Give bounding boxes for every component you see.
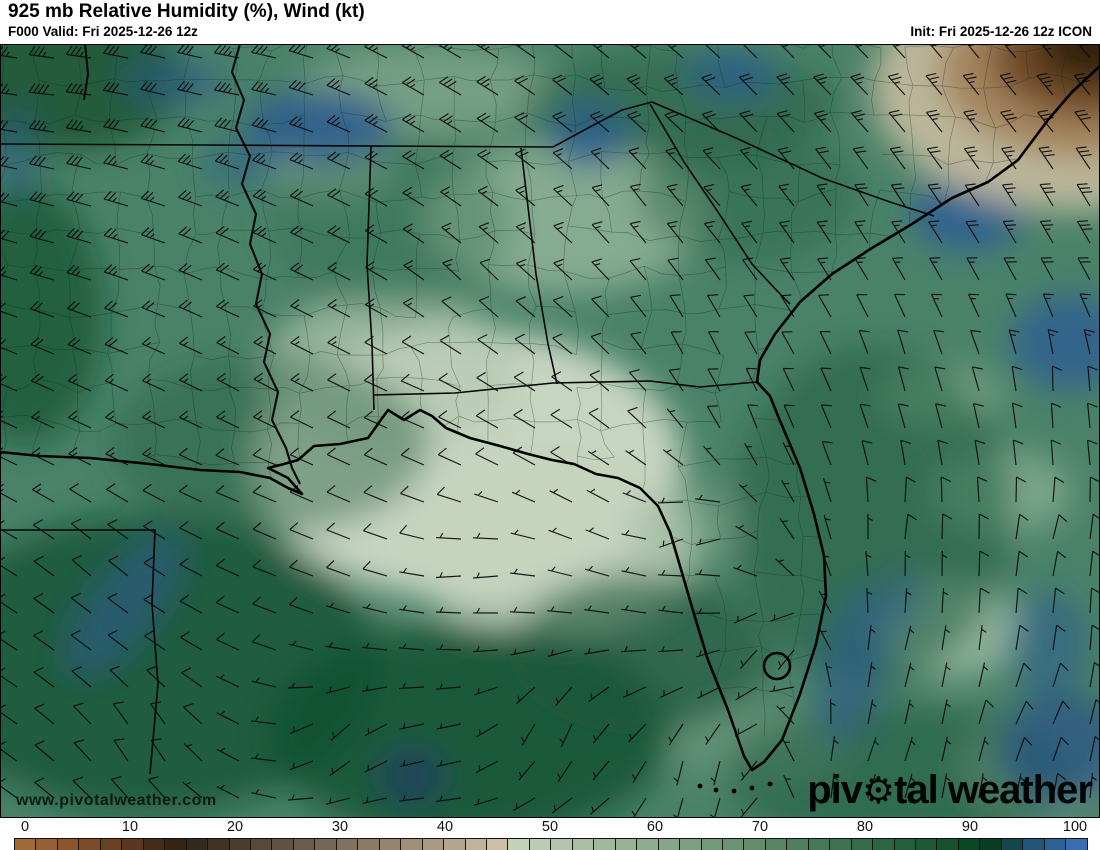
colorbar-cell bbox=[315, 839, 337, 850]
logo-text-pre: piv bbox=[807, 768, 863, 812]
colorbar-cell bbox=[765, 839, 788, 850]
colorbar-cell bbox=[851, 839, 874, 850]
florida-keys-dot bbox=[767, 781, 773, 787]
colorbar-cell bbox=[680, 839, 702, 850]
gear-icon: ⚙ bbox=[862, 769, 895, 812]
colorbar-cell bbox=[250, 839, 273, 850]
colorbar-tick-label: 70 bbox=[751, 819, 769, 835]
colorbar-cell bbox=[572, 839, 595, 850]
colorbar-cell bbox=[1066, 839, 1087, 850]
colorbar-cell bbox=[208, 839, 230, 850]
colorbar-cell bbox=[894, 839, 917, 850]
colorbar-tick-label: 30 bbox=[331, 819, 349, 835]
colorbar-cell bbox=[100, 839, 123, 850]
colorbar-cell bbox=[358, 839, 380, 850]
colorbar-cell bbox=[379, 839, 402, 850]
colorbar-tick-label: 90 bbox=[961, 819, 979, 835]
florida-keys-dot bbox=[697, 783, 703, 789]
colorbar-cell bbox=[787, 839, 809, 850]
colorbar-cell bbox=[830, 839, 852, 850]
colorbar-cell bbox=[1001, 839, 1024, 850]
colorbar-cell bbox=[336, 839, 359, 850]
state-border-line bbox=[651, 101, 935, 217]
colorbar-cell bbox=[916, 839, 938, 850]
colorbar-cell bbox=[486, 839, 509, 850]
state-border-line bbox=[373, 380, 758, 396]
init-time-label: Init: Fri 2025-12-26 12z ICON bbox=[910, 24, 1092, 39]
colorbar-cell bbox=[594, 839, 616, 850]
colorbar-cell bbox=[122, 839, 144, 850]
colorbar-cell bbox=[508, 839, 530, 850]
colorbar-cell bbox=[36, 839, 58, 850]
colorbar-cell bbox=[701, 839, 723, 850]
colorbar-cell bbox=[1044, 839, 1067, 850]
state-border-line bbox=[649, 103, 791, 305]
state-border-line bbox=[366, 146, 375, 411]
colorbar-tick-label: 60 bbox=[646, 819, 664, 835]
colorbar-cell bbox=[958, 839, 981, 850]
colorbar-tick-label: 50 bbox=[541, 819, 559, 835]
colorbar-cell bbox=[401, 839, 423, 850]
florida-keys-dot bbox=[731, 788, 737, 794]
colorbar-tick-label: 0 bbox=[20, 819, 30, 835]
colorbar-cell bbox=[529, 839, 552, 850]
coastline bbox=[0, 65, 1100, 772]
colorbar-cell bbox=[551, 839, 573, 850]
state-border-line bbox=[0, 143, 554, 148]
colorbar-cell bbox=[744, 839, 766, 850]
colorbar-cell bbox=[165, 839, 187, 850]
colorbar-tick-label: 80 bbox=[856, 819, 874, 835]
colorbar-cell bbox=[79, 839, 101, 850]
colorbar-cell bbox=[465, 839, 487, 850]
logo-text-post: tal weather bbox=[894, 768, 1093, 812]
florida-keys-dot bbox=[749, 785, 755, 791]
lake-okeechobee-outline bbox=[762, 651, 792, 681]
colorbar-cell bbox=[57, 839, 80, 850]
colorbar-cell bbox=[722, 839, 745, 850]
colorbar-footer: 0 10 20 30 40 50 60 70 80 90 100 bbox=[0, 818, 1100, 850]
colorbar-cell bbox=[808, 839, 831, 850]
colorbar-tick-label: 10 bbox=[121, 819, 139, 835]
colorbar-cell bbox=[980, 839, 1002, 850]
header: 925 mb Relative Humidity (%), Wind (kt) … bbox=[0, 0, 1100, 44]
colorbar-tick-label: 20 bbox=[226, 819, 244, 835]
wind-barbs-layer bbox=[0, 44, 1100, 818]
colorbar-cell bbox=[615, 839, 638, 850]
river-line bbox=[82, 44, 90, 101]
colorbar-cell bbox=[422, 839, 445, 850]
pivotal-weather-logo: piv⚙tal weather bbox=[807, 768, 1093, 812]
page-title: 925 mb Relative Humidity (%), Wind (kt) bbox=[8, 1, 365, 22]
colorbar-cell bbox=[15, 839, 37, 850]
valid-time-label: F000 Valid: Fri 2025-12-26 12z bbox=[8, 24, 198, 39]
watermark-text: www.pivotalweather.com bbox=[16, 792, 217, 809]
florida-keys-dot bbox=[713, 787, 719, 793]
colorbar-tick-label: 100 bbox=[1062, 819, 1088, 835]
humidity-shading-layer bbox=[0, 44, 1100, 818]
colorbar-cell bbox=[937, 839, 959, 850]
colorbar-cell bbox=[272, 839, 294, 850]
forecast-map[interactable]: www.pivotalweather.com piv⚙tal weather bbox=[0, 44, 1100, 818]
colorbar-cell bbox=[143, 839, 166, 850]
colorbar-cell bbox=[444, 839, 466, 850]
colorbar-cell bbox=[637, 839, 659, 850]
colorbar-cell bbox=[229, 839, 251, 850]
humidity-wind-map-canvas bbox=[0, 44, 1100, 818]
colorbar-cell bbox=[873, 839, 895, 850]
colorbar-cell bbox=[1023, 839, 1045, 850]
state-border-line bbox=[520, 147, 558, 385]
colorbar bbox=[14, 838, 1088, 850]
colorbar-cell bbox=[293, 839, 316, 850]
colorbar-tick-label: 40 bbox=[436, 819, 454, 835]
colorbar-cell bbox=[186, 839, 209, 850]
state-border-line bbox=[552, 101, 653, 148]
colorbar-cell bbox=[658, 839, 681, 850]
